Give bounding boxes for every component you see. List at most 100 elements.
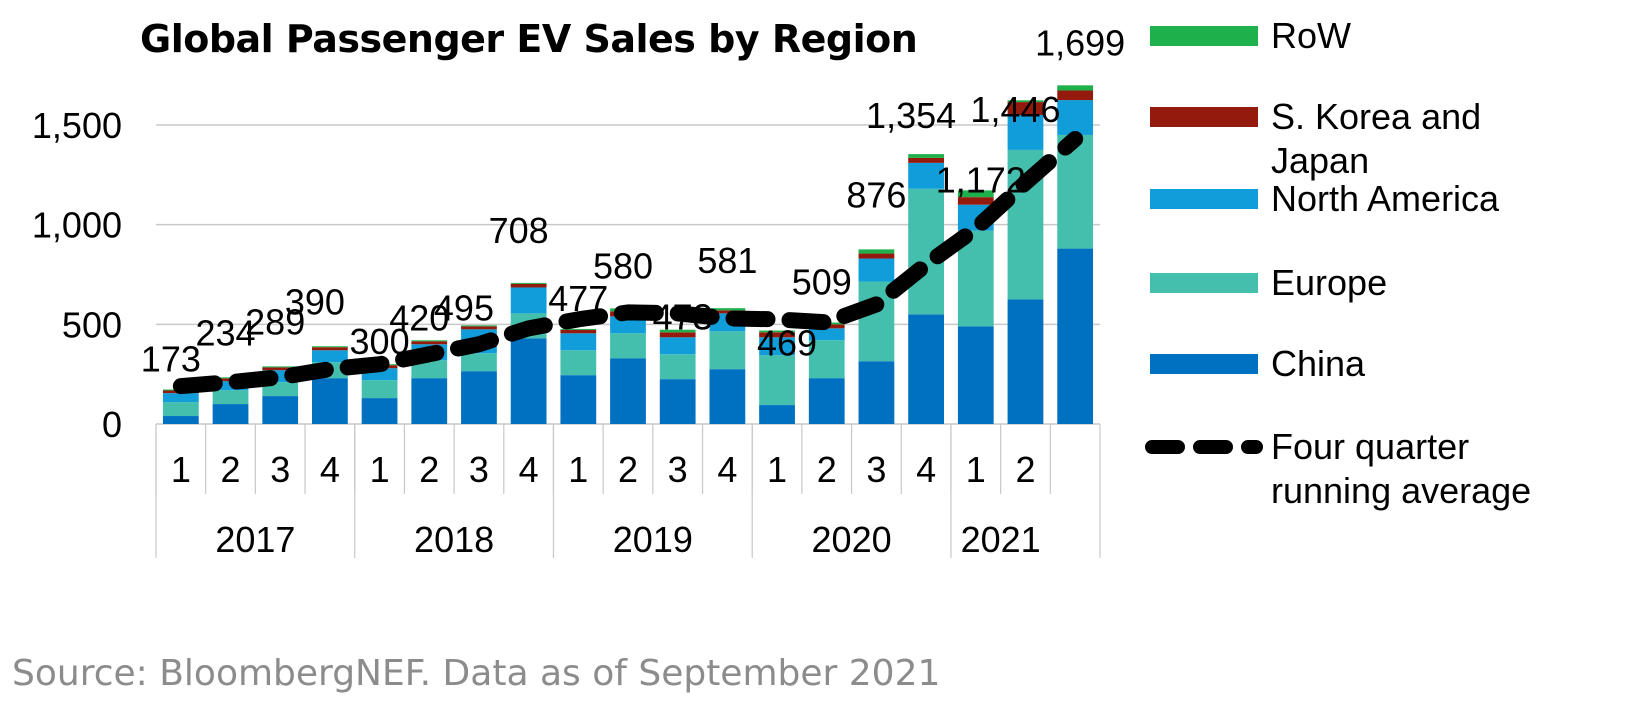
bar-segment-north-america: [361, 368, 398, 381]
legend-swatch: [1150, 354, 1258, 374]
bar-segment-s-korea-and-japan: [560, 329, 597, 334]
bar-segment-row: [659, 329, 696, 333]
bar-segment-s-korea-and-japan: [411, 341, 448, 345]
x-year-label: 2018: [414, 519, 494, 560]
bar-segment-china: [808, 378, 845, 424]
bar-segment-row: [1057, 85, 1094, 91]
x-quarter-label: 4: [519, 449, 539, 490]
bar-segment-row: [411, 340, 448, 342]
x-quarter-label: 1: [171, 449, 191, 490]
y-tick-label: 1,500: [32, 105, 122, 146]
legend-swatch: [1150, 273, 1258, 293]
bar-segment-europe: [461, 353, 497, 372]
total-label: 234: [195, 312, 255, 353]
bar-segment-s-korea-and-japan: [659, 332, 696, 338]
x-year-label: 2017: [215, 519, 295, 560]
legend-swatch: [1150, 189, 1258, 209]
bar-segment-s-korea-and-japan: [858, 253, 895, 259]
bar-segment-s-korea-and-japan: [262, 367, 299, 371]
bar-segment-china: [510, 338, 547, 424]
bar-segment-china: [262, 396, 299, 424]
bar-segment-s-korea-and-japan: [461, 326, 497, 330]
bar-segment-s-korea-and-japan: [957, 197, 994, 205]
bar-segment-north-america: [1007, 115, 1044, 150]
legend-swatch: [1150, 26, 1258, 46]
chart-title: Global Passenger EV Sales by Region: [140, 17, 917, 61]
bar-segment-china: [957, 326, 994, 424]
y-tick-label: 0: [102, 404, 122, 445]
bar-segment-row: [858, 249, 895, 254]
bar-segment-north-america: [1057, 100, 1094, 135]
bar-segment-row: [957, 190, 994, 198]
legend-label-line: RoW: [1271, 15, 1351, 56]
x-quarter-label: 2: [618, 449, 638, 490]
bar-segment-row: [461, 325, 497, 327]
bar-segment-china: [1007, 299, 1044, 424]
x-quarter-label: 2: [221, 449, 241, 490]
x-year-label: 2021: [961, 519, 1041, 560]
bar-segment-s-korea-and-japan: [1007, 102, 1044, 116]
bar-segment-s-korea-and-japan: [759, 332, 795, 338]
total-label: 580: [593, 245, 653, 286]
bar-segment-north-america: [162, 393, 199, 403]
bar-segment-s-korea-and-japan: [312, 347, 348, 351]
legend-label-line: running average: [1271, 470, 1531, 511]
total-label: 495: [434, 287, 494, 328]
x-year-label: 2019: [613, 519, 693, 560]
bar-segment-europe: [361, 380, 398, 399]
bar-segment-china: [312, 378, 348, 424]
bar-segment-s-korea-and-japan: [709, 310, 746, 314]
x-quarter-label: 3: [270, 449, 290, 490]
bar-segment-row: [1007, 100, 1044, 103]
bar-segment-china: [361, 398, 398, 424]
bar-segment-north-america: [659, 337, 696, 355]
x-quarter-label: 3: [668, 449, 688, 490]
y-tick-label: 1,000: [32, 205, 122, 246]
x-quarter-label: 2: [1015, 449, 1035, 490]
legend-label-line: Europe: [1271, 262, 1387, 303]
bar-segment-china: [411, 378, 448, 424]
bar-segment-north-america: [908, 162, 944, 189]
legend-label-line: Japan: [1271, 140, 1369, 181]
running-average-line: [172, 130, 1084, 395]
bar-segment-europe: [709, 331, 746, 370]
x-quarter-label: 4: [717, 449, 737, 490]
x-quarter-label: 1: [767, 449, 787, 490]
legend-label-line: S. Korea and: [1271, 96, 1481, 137]
y-tick-label: 500: [62, 304, 122, 345]
bar-segment-china: [212, 404, 249, 424]
bar-segment-europe: [659, 354, 696, 380]
x-quarter-label: 3: [469, 449, 489, 490]
bar-segment-row: [759, 330, 795, 333]
x-quarter-label: 4: [916, 449, 936, 490]
bar-segment-row: [262, 366, 299, 368]
bar-segment-row: [709, 308, 746, 311]
x-year-label: 2020: [812, 519, 892, 560]
bar-segment-north-america: [510, 287, 547, 314]
bar-segment-north-america: [262, 370, 299, 383]
legend-label-line: Four quarter: [1271, 426, 1469, 467]
bar-segment-china: [1057, 248, 1094, 424]
bar-segment-china: [709, 369, 746, 424]
x-quarter-label: 1: [568, 449, 588, 490]
legend-label: China: [1271, 343, 1366, 384]
bar-segment-north-america: [808, 328, 845, 341]
bar-segment-china: [461, 371, 497, 424]
bar-segment-europe: [759, 355, 795, 406]
bar-segment-row: [312, 346, 348, 348]
bar-segment-north-america: [312, 350, 348, 363]
total-label: 1,446: [970, 89, 1060, 130]
bar-segment-s-korea-and-japan: [510, 283, 547, 288]
bar-segment-row: [908, 154, 944, 158]
bar-segment-europe: [162, 402, 199, 417]
total-label: 1,354: [866, 95, 956, 136]
bar-segment-europe: [610, 333, 646, 359]
total-label: 300: [350, 321, 410, 362]
total-label: 876: [846, 174, 906, 215]
bar-segment-row: [510, 282, 547, 284]
bar-segment-europe: [560, 350, 597, 376]
legend-label-line: North America: [1271, 178, 1500, 219]
total-label: 390: [285, 281, 345, 322]
total-label: 1,699: [1035, 22, 1125, 63]
